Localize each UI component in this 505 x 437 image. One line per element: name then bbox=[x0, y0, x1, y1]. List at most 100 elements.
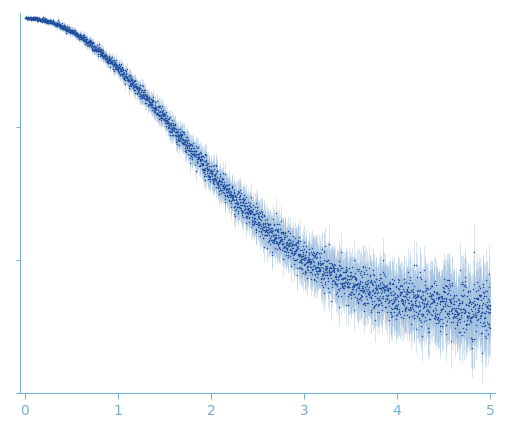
Point bbox=[255, 218, 263, 225]
Point bbox=[434, 296, 442, 303]
Point bbox=[380, 288, 388, 295]
Point bbox=[143, 94, 151, 101]
Point bbox=[300, 246, 308, 253]
Point bbox=[161, 111, 169, 118]
Point bbox=[71, 27, 79, 34]
Point bbox=[285, 236, 293, 243]
Point bbox=[227, 192, 235, 199]
Point bbox=[220, 183, 228, 190]
Point bbox=[308, 268, 316, 275]
Point bbox=[399, 315, 408, 322]
Point bbox=[426, 315, 434, 322]
Point bbox=[126, 80, 134, 87]
Point bbox=[379, 285, 387, 292]
Point bbox=[91, 42, 99, 49]
Point bbox=[188, 145, 196, 152]
Point bbox=[372, 286, 380, 293]
Point bbox=[84, 39, 92, 46]
Point bbox=[151, 101, 159, 108]
Point bbox=[369, 266, 377, 273]
Point bbox=[268, 229, 276, 236]
Point bbox=[369, 305, 377, 312]
Point bbox=[398, 308, 406, 315]
Point bbox=[373, 295, 381, 302]
Point bbox=[134, 86, 142, 93]
Point bbox=[103, 56, 111, 63]
Point bbox=[461, 274, 469, 281]
Point bbox=[156, 109, 164, 116]
Point bbox=[209, 162, 217, 169]
Point bbox=[470, 335, 478, 342]
Point bbox=[291, 234, 299, 241]
Point bbox=[268, 252, 276, 259]
Point bbox=[395, 283, 403, 290]
Point bbox=[282, 242, 290, 249]
Point bbox=[400, 292, 409, 299]
Point bbox=[264, 223, 272, 230]
Point bbox=[459, 305, 467, 312]
Point bbox=[135, 92, 143, 99]
Point bbox=[269, 237, 277, 244]
Point bbox=[360, 270, 368, 277]
Point bbox=[443, 283, 451, 290]
Point bbox=[200, 169, 208, 176]
Point bbox=[378, 279, 386, 286]
Point bbox=[414, 304, 422, 311]
Point bbox=[252, 199, 261, 206]
Point bbox=[406, 289, 414, 296]
Point bbox=[347, 288, 355, 295]
Point bbox=[411, 300, 419, 307]
Point bbox=[355, 281, 363, 288]
Point bbox=[31, 14, 39, 21]
Point bbox=[53, 23, 61, 30]
Point bbox=[89, 45, 97, 52]
Point bbox=[209, 175, 217, 182]
Point bbox=[236, 199, 244, 206]
Point bbox=[318, 261, 326, 268]
Point bbox=[298, 256, 306, 263]
Point bbox=[78, 33, 86, 40]
Point bbox=[86, 38, 94, 45]
Point bbox=[469, 312, 477, 319]
Point bbox=[148, 100, 156, 107]
Point bbox=[241, 199, 249, 206]
Point bbox=[394, 279, 402, 286]
Point bbox=[39, 16, 47, 23]
Point bbox=[52, 21, 60, 28]
Point bbox=[257, 212, 265, 219]
Point bbox=[223, 185, 231, 192]
Point bbox=[65, 24, 73, 31]
Point bbox=[462, 307, 470, 314]
Point bbox=[445, 298, 453, 305]
Point bbox=[226, 194, 234, 201]
Point bbox=[390, 290, 398, 297]
Point bbox=[435, 298, 443, 305]
Point bbox=[372, 300, 380, 307]
Point bbox=[117, 67, 125, 74]
Point bbox=[444, 285, 452, 292]
Point bbox=[112, 62, 120, 69]
Point bbox=[21, 14, 29, 21]
Point bbox=[280, 243, 288, 250]
Point bbox=[275, 245, 283, 252]
Point bbox=[49, 20, 57, 27]
Point bbox=[393, 292, 401, 299]
Point bbox=[467, 305, 475, 312]
Point bbox=[382, 291, 390, 298]
Point bbox=[194, 153, 202, 160]
Point bbox=[168, 131, 176, 138]
Point bbox=[397, 298, 405, 305]
Point bbox=[256, 221, 264, 228]
Point bbox=[199, 168, 207, 175]
Point bbox=[343, 279, 351, 286]
Point bbox=[483, 298, 491, 305]
Point bbox=[326, 272, 334, 279]
Point bbox=[112, 56, 120, 63]
Point bbox=[50, 21, 59, 28]
Point bbox=[283, 245, 291, 252]
Point bbox=[214, 181, 222, 188]
Point bbox=[483, 287, 491, 294]
Point bbox=[429, 297, 437, 304]
Point bbox=[114, 64, 122, 71]
Point bbox=[170, 124, 178, 131]
